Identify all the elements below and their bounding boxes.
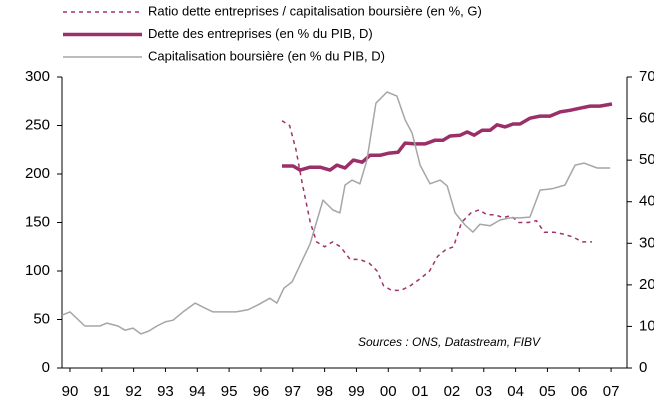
x-tick-label: 01: [412, 383, 429, 400]
y2-tick-label: 60: [639, 110, 654, 127]
x-tick-label: 97: [284, 383, 301, 400]
line-series: [282, 102, 613, 172]
y-tick-label: 100: [25, 262, 50, 279]
x-tick-label: 90: [62, 383, 79, 400]
y2-tick-label: 70: [639, 68, 654, 85]
x-tick-label: 91: [93, 383, 110, 400]
x-tick-label: 99: [348, 383, 365, 400]
y-tick-label: 50: [33, 310, 50, 327]
line-series: [281, 120, 592, 292]
y2-tick-label: 20: [639, 276, 654, 293]
legend-label: Ratio dette entreprises / capitalisation…: [148, 3, 482, 18]
x-tick-label: 02: [444, 383, 461, 400]
y-tick-label: 0: [42, 359, 50, 376]
x-tick-label: 92: [125, 383, 142, 400]
y-tick-label: 150: [25, 213, 50, 230]
legend-label: Capitalisation boursière (en % du PIB, D…: [148, 48, 385, 63]
y2-tick-label: 50: [639, 151, 654, 168]
y2-tick-label: 10: [639, 317, 654, 334]
x-tick-label: 07: [603, 383, 620, 400]
x-tick-label: 93: [157, 383, 174, 400]
x-tick-label: 04: [507, 383, 524, 400]
x-tick-label: 96: [253, 383, 270, 400]
legend-label: Dette des entreprises (en % du PIB, D): [148, 26, 373, 41]
y2-tick-label: 30: [639, 234, 654, 251]
x-tick-label: 00: [380, 383, 397, 400]
y-tick-label: 250: [25, 116, 50, 133]
x-tick-label: 95: [221, 383, 238, 400]
y-tick-label: 200: [25, 165, 50, 182]
y2-tick-label: 40: [639, 193, 654, 210]
annotation: Sources : ONS, Datastream, FIBV: [358, 335, 541, 349]
x-tick-label: 06: [571, 383, 588, 400]
x-tick-label: 98: [316, 383, 333, 400]
x-tick-label: 03: [475, 383, 492, 400]
y-tick-label: 300: [25, 68, 50, 85]
y2-tick-label: 0: [639, 359, 647, 376]
line-series: [61, 91, 611, 335]
x-tick-label: 94: [189, 383, 206, 400]
x-tick-label: 05: [539, 383, 556, 400]
